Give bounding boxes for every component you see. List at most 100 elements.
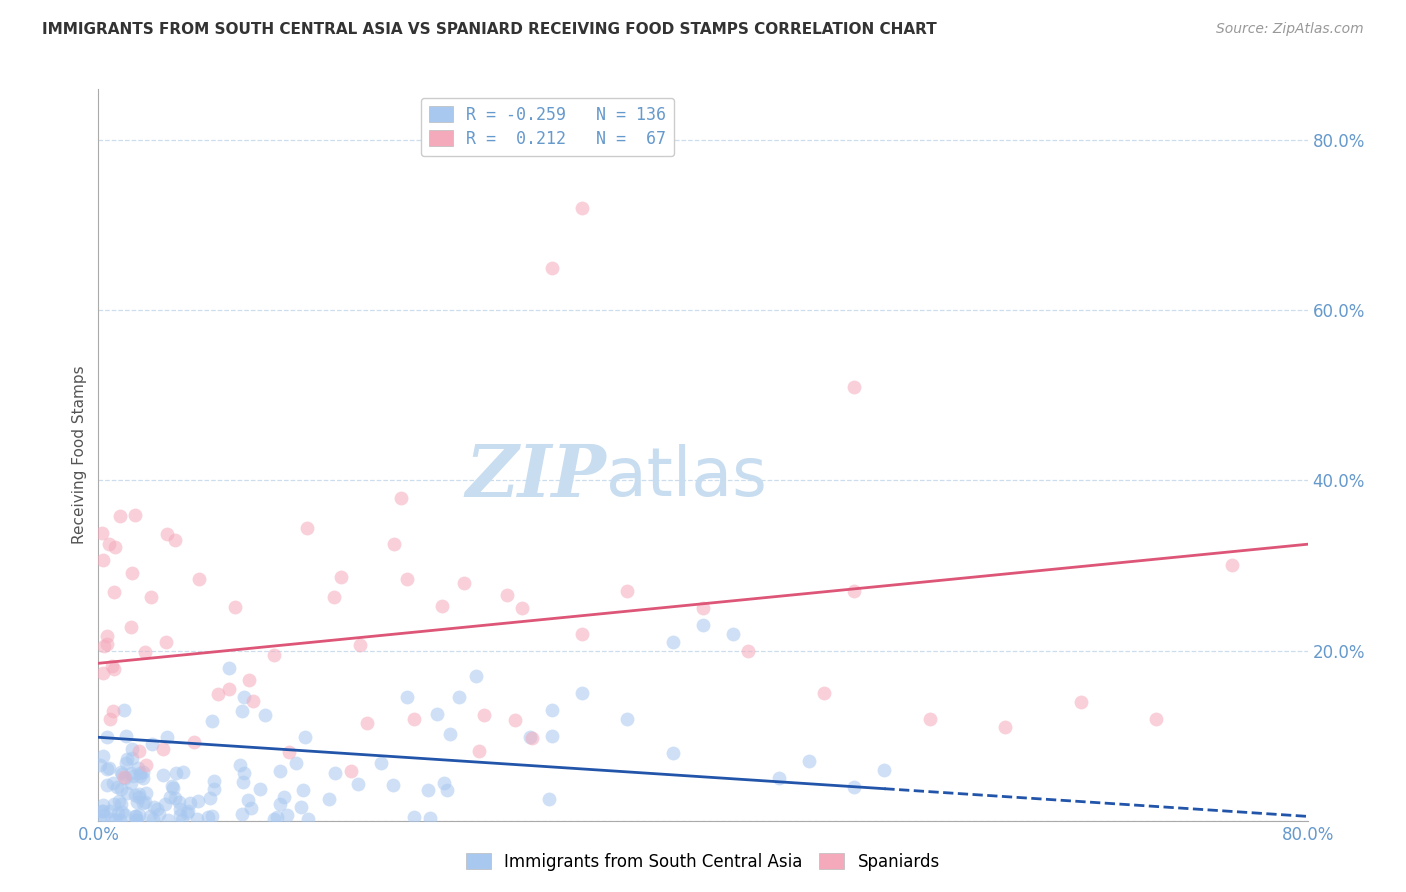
Point (232, 766, 254, 780)
Point (723, 626, 745, 640)
Point (520, 731, 543, 746)
Point (187, 572, 209, 586)
Point (120, 776, 142, 790)
Point (187, 794, 209, 808)
Point (254, 707, 277, 722)
Point (295, 521, 318, 535)
Point (207, 687, 229, 701)
Y-axis label: Receiving Food Stamps: Receiving Food Stamps (72, 366, 87, 544)
Point (91, 804, 114, 818)
Point (98, 712, 121, 726)
Point (201, 809, 224, 823)
Point (165, 791, 187, 805)
Point (994, 720, 1017, 734)
Point (571, 626, 593, 640)
Point (135, 786, 157, 800)
Point (110, 797, 132, 811)
Point (177, 804, 200, 818)
Point (346, 777, 368, 791)
Point (349, 638, 371, 652)
Point (141, 737, 163, 751)
Point (339, 764, 361, 779)
Point (128, 790, 150, 805)
Point (104, 813, 127, 827)
Point (382, 778, 405, 792)
Point (108, 794, 131, 808)
Point (97, 537, 120, 551)
Point (218, 661, 240, 675)
Point (159, 789, 181, 804)
Point (162, 781, 184, 796)
Point (918, 712, 941, 726)
Point (101, 704, 124, 718)
Point (111, 767, 134, 781)
Point (197, 809, 219, 823)
Point (201, 714, 224, 728)
Point (242, 694, 264, 708)
Point (125, 795, 148, 809)
Point (571, 201, 593, 215)
Point (139, 590, 162, 604)
Legend: Immigrants from South Central Asia, Spaniards: Immigrants from South Central Asia, Span… (458, 845, 948, 880)
Point (152, 742, 174, 756)
Point (540, 729, 562, 743)
Point (797, 754, 820, 768)
Point (142, 800, 165, 814)
Point (103, 584, 125, 599)
Point (120, 620, 142, 634)
Point (472, 707, 495, 722)
Point (294, 730, 316, 744)
Point (156, 731, 179, 745)
Point (238, 673, 260, 687)
Point (323, 766, 346, 780)
Point (453, 575, 475, 590)
Point (540, 703, 562, 717)
Point (121, 566, 143, 580)
Point (318, 791, 340, 805)
Point (100, 804, 122, 818)
Point (540, 260, 562, 275)
Point (231, 806, 253, 821)
Point (156, 527, 179, 541)
Point (291, 783, 314, 797)
Point (419, 812, 441, 826)
Point (128, 744, 150, 758)
Point (616, 712, 638, 726)
Point (284, 756, 307, 770)
Point (139, 809, 162, 823)
Point (198, 791, 221, 805)
Point (89, 812, 111, 826)
Point (263, 812, 285, 826)
Point (616, 584, 638, 599)
Point (96, 730, 118, 744)
Point (202, 774, 225, 789)
Point (873, 763, 896, 777)
Point (172, 813, 194, 827)
Point (165, 766, 187, 780)
Point (439, 726, 461, 740)
Point (179, 796, 201, 810)
Point (844, 380, 866, 394)
Text: Source: ZipAtlas.com: Source: ZipAtlas.com (1216, 22, 1364, 37)
Point (160, 779, 183, 793)
Point (132, 764, 155, 779)
Point (467, 744, 489, 758)
Point (115, 786, 138, 800)
Point (297, 812, 319, 826)
Point (692, 618, 714, 632)
Point (124, 813, 146, 827)
Point (172, 764, 194, 779)
Point (844, 584, 866, 599)
Point (169, 802, 191, 816)
Point (231, 704, 253, 718)
Point (844, 780, 866, 794)
Point (91, 666, 114, 681)
Point (146, 802, 169, 816)
Point (224, 600, 246, 615)
Point (229, 757, 252, 772)
Point (433, 775, 456, 789)
Point (1144, 712, 1167, 726)
Point (165, 533, 187, 548)
Point (169, 795, 191, 809)
Point (233, 690, 256, 705)
